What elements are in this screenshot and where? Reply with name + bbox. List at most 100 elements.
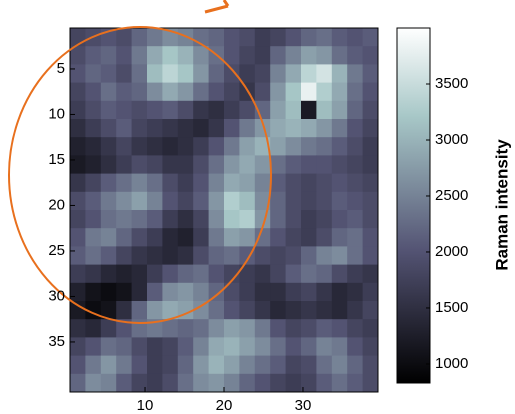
heatmap-cell xyxy=(147,301,163,320)
heatmap-cell xyxy=(70,119,86,138)
heatmap-cell xyxy=(254,282,271,302)
heatmap-cell xyxy=(100,173,117,193)
heatmap-cell xyxy=(254,355,271,375)
heatmap-cell xyxy=(239,282,256,302)
heatmap-cell xyxy=(208,355,225,375)
heatmap-cell xyxy=(100,119,117,138)
heatmap-cell xyxy=(239,319,256,338)
heatmap-cell xyxy=(147,100,163,120)
heatmap-cell xyxy=(270,155,287,175)
heatmap-cell xyxy=(270,246,287,266)
heatmap-cell xyxy=(177,82,194,102)
heatmap-cell xyxy=(85,119,102,138)
heatmap-cell xyxy=(208,191,225,211)
heatmap-cell xyxy=(224,301,240,320)
heatmap-cell xyxy=(331,82,348,102)
heatmap-cell xyxy=(270,137,287,156)
heatmap-cell xyxy=(285,210,302,229)
heatmap-cell xyxy=(193,173,210,193)
heatmap-cell xyxy=(131,191,148,211)
heatmap-cell xyxy=(239,191,256,211)
heatmap-cell xyxy=(162,173,179,193)
heatmap-cell xyxy=(316,228,333,247)
heatmap-cell xyxy=(362,191,379,211)
heatmap-cell xyxy=(85,191,102,211)
heatmap-cell xyxy=(301,82,317,102)
heatmap-cell xyxy=(331,282,348,302)
heatmap-cell xyxy=(285,100,302,120)
heatmap-cell xyxy=(193,210,210,229)
heatmap-cell xyxy=(131,64,148,84)
heatmap-cell xyxy=(70,373,86,393)
heatmap-cell xyxy=(70,191,86,211)
heatmap-cell xyxy=(177,100,194,120)
heatmap-cell xyxy=(270,173,287,193)
heatmap-cell xyxy=(162,100,179,120)
heatmap-cell xyxy=(254,373,271,393)
heatmap-cell xyxy=(208,319,225,338)
heatmap-cell xyxy=(193,119,210,138)
heatmap-cell xyxy=(131,246,148,266)
heatmap-cell xyxy=(301,373,317,393)
heatmap-cell xyxy=(362,119,379,138)
heatmap-cell xyxy=(100,228,117,247)
heatmap-cell xyxy=(162,264,179,284)
heatmap-cell xyxy=(70,210,86,229)
heatmap-cell xyxy=(331,373,348,393)
heatmap-cell xyxy=(270,100,287,120)
heatmap-cell xyxy=(85,173,102,193)
heatmap-cell xyxy=(285,301,302,320)
heatmap-cell xyxy=(147,355,163,375)
heatmap-cell xyxy=(239,64,256,84)
heatmap-cell xyxy=(116,373,133,393)
heatmap-cell xyxy=(162,319,179,338)
heatmap-cell xyxy=(208,373,225,393)
heatmap-cell xyxy=(131,337,148,357)
heatmap-cell xyxy=(177,210,194,229)
heatmap-cell xyxy=(193,246,210,266)
heatmap-cell xyxy=(239,173,256,193)
heatmap-cell xyxy=(116,228,133,247)
heatmap-cell xyxy=(270,301,287,320)
heatmap-cell xyxy=(362,282,379,302)
heatmap-cell xyxy=(131,264,148,284)
heatmap-cell xyxy=(254,264,271,284)
heatmap-cell xyxy=(224,173,240,193)
heatmap-cell xyxy=(254,319,271,338)
heatmap-cell xyxy=(254,301,271,320)
heatmap-cell xyxy=(193,373,210,393)
heatmap-cell xyxy=(301,155,317,175)
heatmap-cell xyxy=(254,173,271,193)
heatmap-cell xyxy=(100,46,117,65)
heatmap-cell xyxy=(147,337,163,357)
heatmap-cell xyxy=(331,64,348,84)
y-tick-label: 10 xyxy=(48,105,65,122)
heatmap-cell xyxy=(224,64,240,84)
heatmap-cell xyxy=(162,301,179,320)
heatmap-cell xyxy=(208,228,225,247)
heatmap-cell xyxy=(331,210,348,229)
heatmap-cell xyxy=(285,355,302,375)
heatmap-cell xyxy=(285,246,302,266)
heatmap-cell xyxy=(331,337,348,357)
heatmap-cell xyxy=(331,46,348,65)
heatmap-cell xyxy=(239,264,256,284)
heatmap-cell xyxy=(85,82,102,102)
heatmap-cell xyxy=(193,191,210,211)
heatmap-cell xyxy=(362,173,379,193)
heatmap-cell xyxy=(208,282,225,302)
heatmap-cell xyxy=(316,46,333,65)
heatmap-cell xyxy=(316,373,333,393)
heatmap-cell xyxy=(239,28,256,47)
heatmap-cell xyxy=(116,100,133,120)
heatmap-cell xyxy=(70,100,86,120)
heatmap-cell xyxy=(70,282,86,302)
colorbar-tick-label: 1500 xyxy=(435,299,468,316)
heatmap-cell xyxy=(347,119,364,138)
heatmap-cell xyxy=(162,373,179,393)
heatmap-cell xyxy=(131,173,148,193)
heatmap-cell xyxy=(116,82,133,102)
heatmap-cell xyxy=(116,137,133,156)
heatmap-cell xyxy=(131,282,148,302)
heatmap-cell xyxy=(285,119,302,138)
